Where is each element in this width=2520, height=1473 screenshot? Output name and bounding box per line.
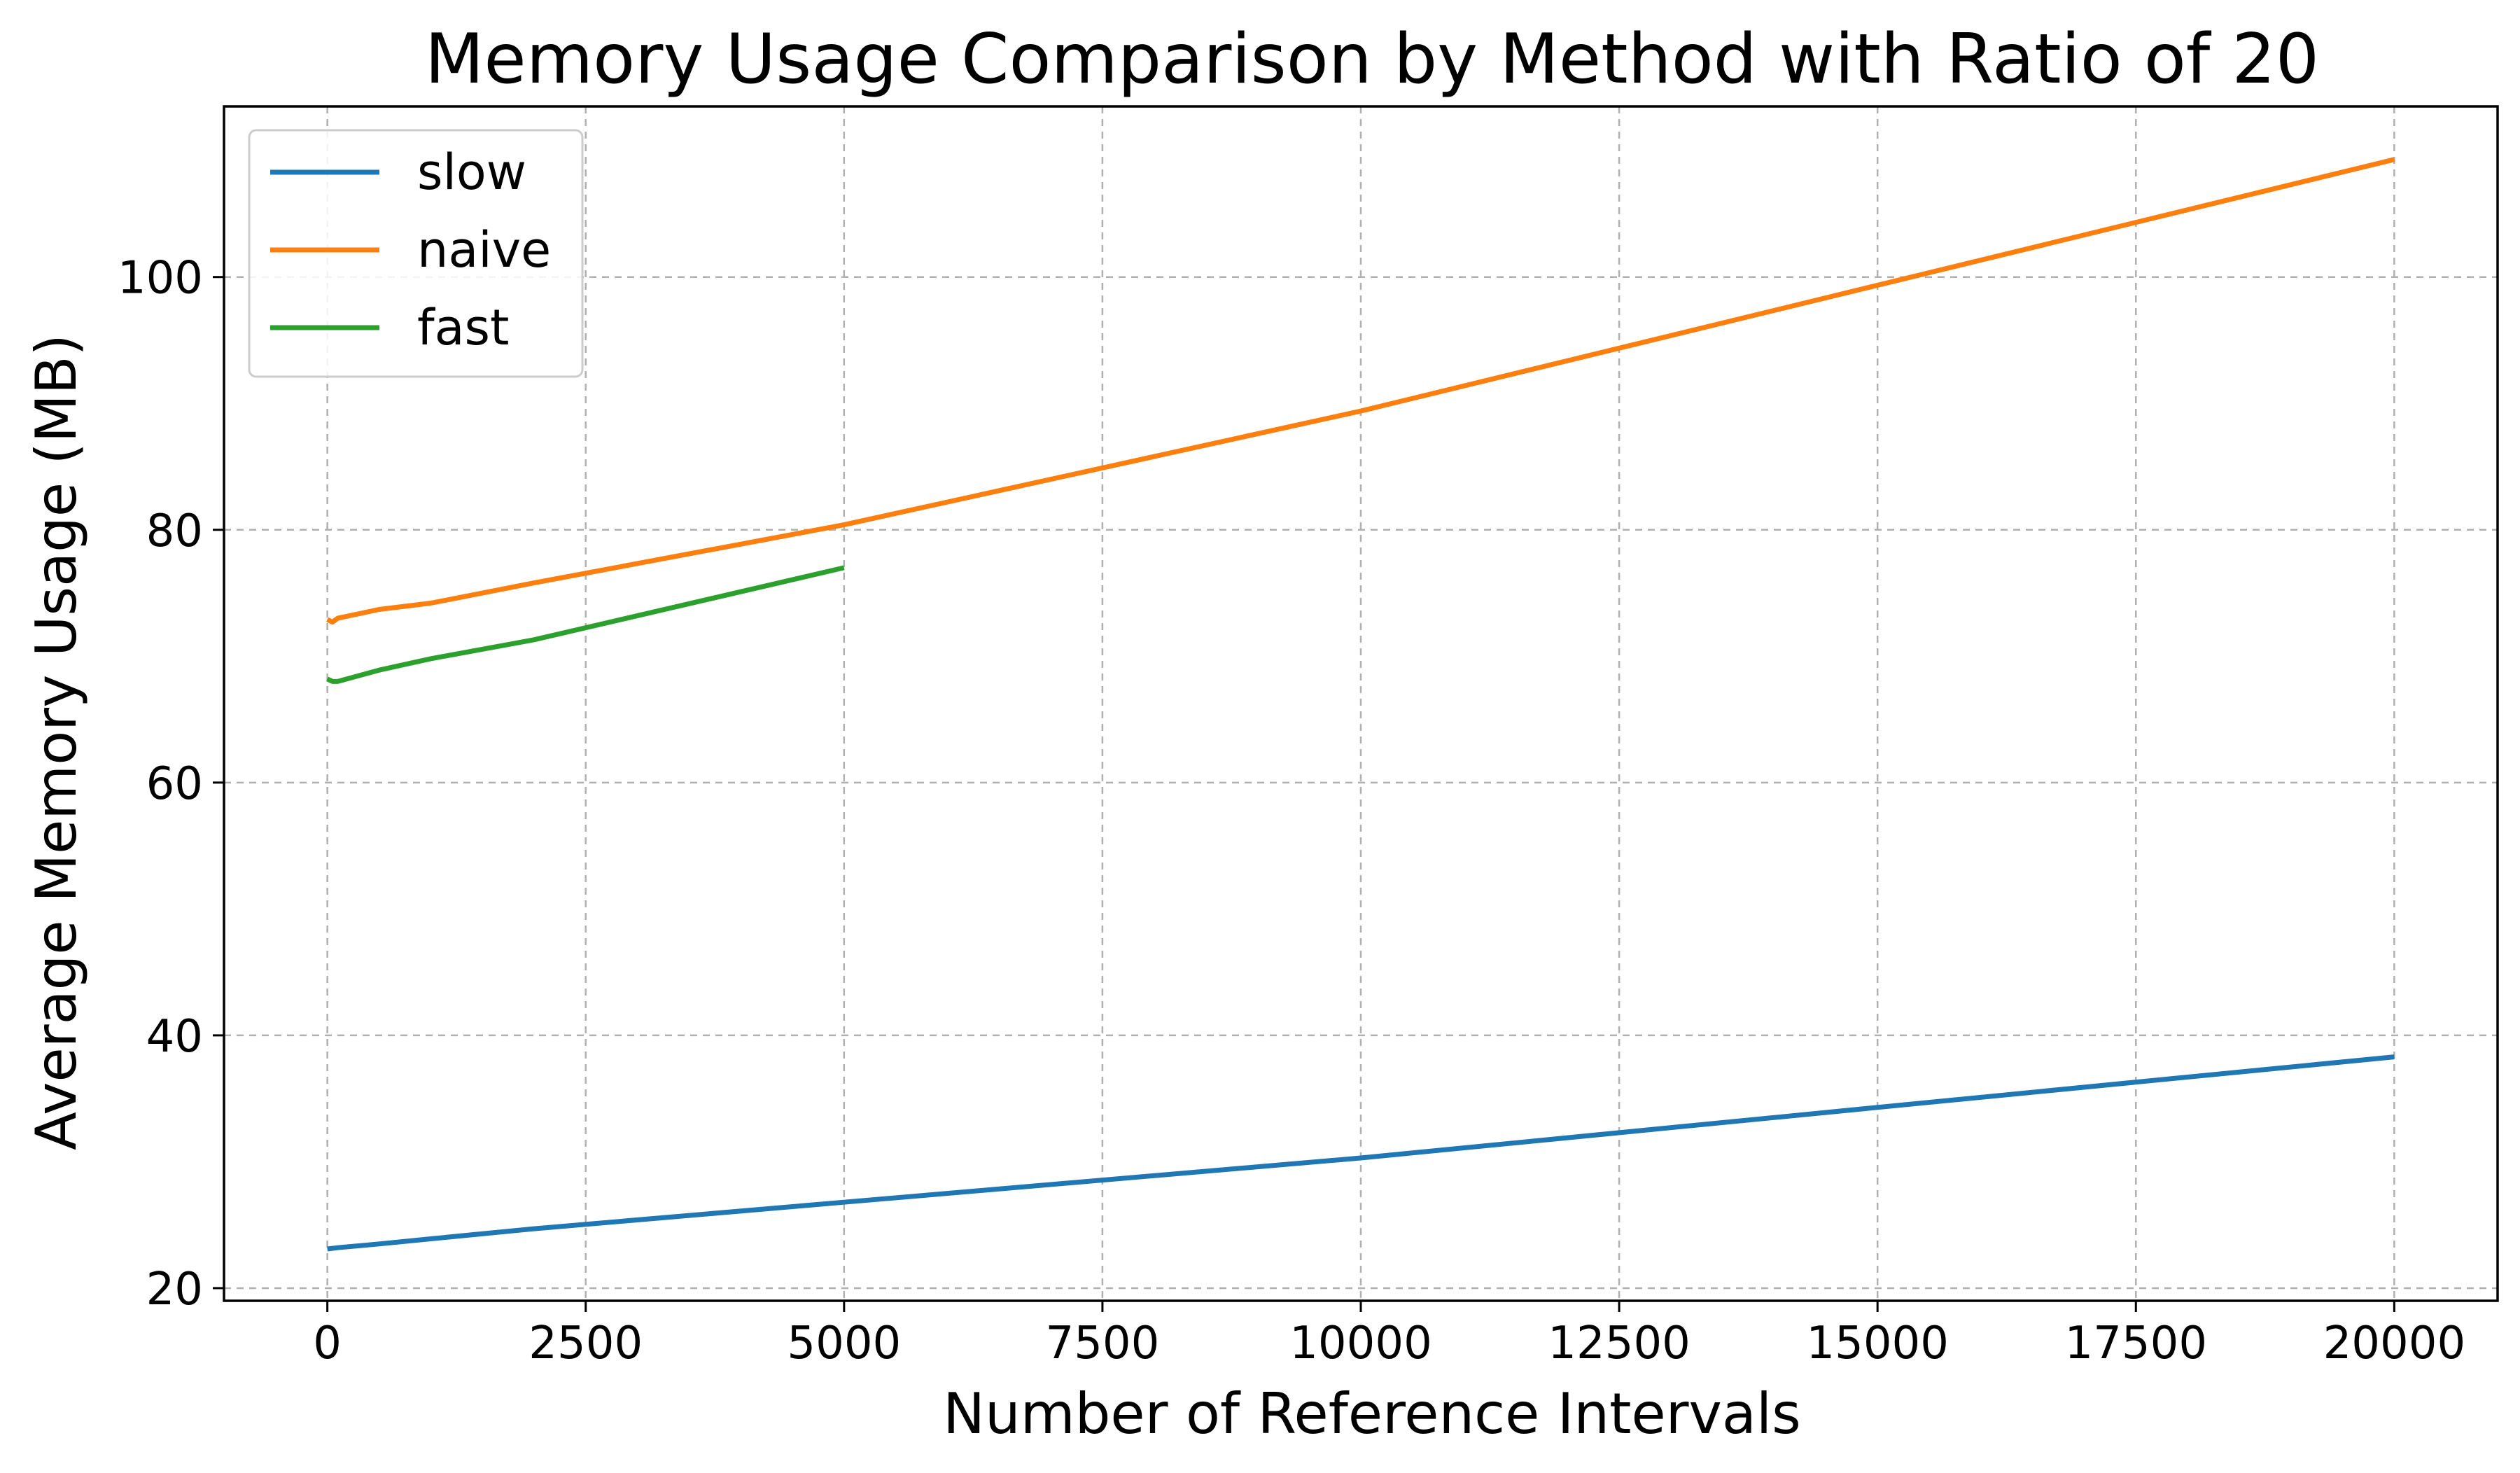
legend-label-fast: fast — [417, 299, 509, 356]
y-tick-label: 80 — [146, 505, 203, 557]
x-tick-label: 0 — [313, 1318, 342, 1369]
chart-title: Memory Usage Comparison by Method with R… — [425, 20, 2319, 99]
series-layer — [326, 157, 2395, 1252]
legend-item-slow: slow — [270, 144, 526, 201]
legend-item-naive: naive — [270, 221, 551, 279]
legend-label-slow: slow — [417, 144, 526, 201]
legend-label-naive: naive — [417, 221, 551, 279]
y-tick-label: 60 — [146, 758, 203, 810]
y-axis-label: Average Memory Usage (MB) — [24, 334, 89, 1150]
x-tick-label: 5000 — [787, 1318, 901, 1369]
legend-item-fast: fast — [270, 299, 509, 356]
x-tick-label: 15000 — [1806, 1318, 1949, 1369]
y-tick-label: 20 — [146, 1264, 203, 1315]
x-tick-label: 20000 — [2323, 1318, 2466, 1369]
x-tick-label: 17500 — [2064, 1318, 2207, 1369]
legend: slow naive fast — [248, 129, 584, 378]
y-tick-label: 40 — [146, 1011, 203, 1063]
legend-box — [248, 129, 584, 378]
x-tick-label: 2500 — [528, 1318, 643, 1369]
tick-layer: 0 2500 5000 7500 10000 12500 15000 17500 20000 20… — [118, 253, 2465, 1369]
grid-layer — [224, 106, 2498, 1301]
x-tick-label: 10000 — [1289, 1318, 1432, 1369]
series-line-slow — [327, 1054, 2395, 1252]
x-tick-label: 12500 — [1548, 1318, 1690, 1369]
x-axis-label: Number of Reference Intervals — [943, 1381, 1801, 1446]
y-tick-label: 100 — [118, 253, 203, 305]
series-line-fast — [326, 565, 845, 684]
x-tick-label: 7500 — [1045, 1318, 1159, 1369]
series-line-naive — [326, 157, 2395, 625]
